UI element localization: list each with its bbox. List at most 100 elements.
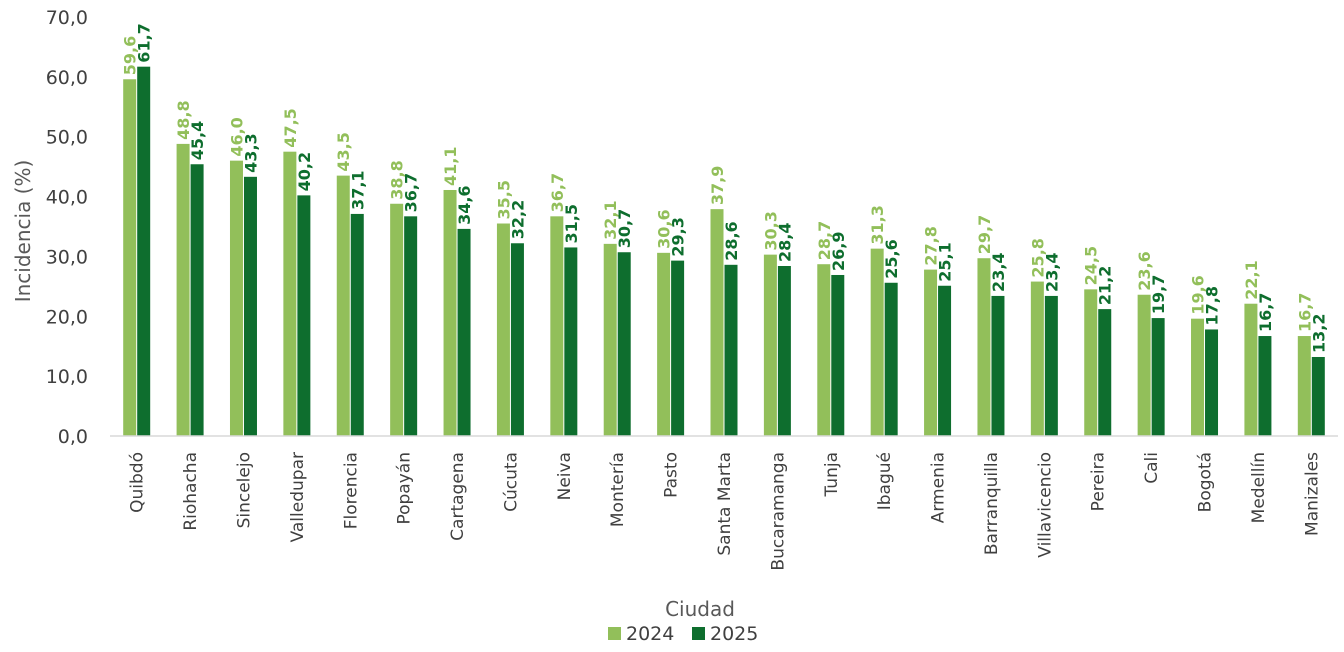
bar-2024 [657, 252, 671, 436]
category-label: Bogotá [1196, 452, 1216, 512]
bar-2024 [1030, 281, 1044, 436]
bar-2024 [1191, 318, 1205, 436]
y-tick-label: 30,0 [46, 246, 88, 268]
bar-2025 [1205, 329, 1219, 436]
data-label-2024: 28,7 [815, 221, 834, 260]
category-label: Sincelejo [234, 452, 254, 528]
data-label-2025: 30,7 [615, 209, 634, 248]
data-label-2024: 36,7 [548, 173, 567, 212]
data-label-2025: 23,4 [989, 252, 1008, 291]
bar-2024 [123, 79, 137, 436]
bar-2024 [176, 143, 190, 436]
data-label-2024: 24,5 [1082, 246, 1101, 285]
category-label: Neiva [555, 452, 575, 500]
bar-2025 [243, 176, 257, 436]
data-label-2025: 32,2 [508, 200, 527, 239]
legend-label-2024: 2024 [626, 623, 674, 645]
bar-2025 [1151, 318, 1165, 436]
bar-2024 [390, 203, 404, 436]
bar-2025 [137, 66, 151, 436]
bar-2025 [884, 282, 898, 436]
y-tick-label: 60,0 [46, 67, 88, 89]
bar-2025 [1044, 295, 1058, 436]
data-label-2024: 16,7 [1295, 293, 1314, 332]
bar-2025 [404, 216, 418, 436]
category-label: Quibdó [128, 452, 148, 513]
category-label: Florencia [341, 452, 361, 529]
bar-2025 [1098, 309, 1112, 436]
legend: 2024 2025 [608, 623, 758, 645]
y-tick-label: 50,0 [46, 127, 88, 149]
data-label-2024: 30,3 [761, 211, 780, 250]
category-label: Pasto [662, 452, 682, 498]
data-label-2025: 34,6 [455, 185, 474, 224]
bar-2025 [617, 252, 631, 436]
data-label-2024: 19,6 [1189, 275, 1208, 314]
data-label-2025: 23,4 [1042, 252, 1061, 291]
category-label: Santa Marta [715, 452, 735, 556]
y-tick-label: 20,0 [46, 306, 88, 328]
bar-2025 [350, 213, 364, 436]
data-label-2025: 28,6 [722, 221, 741, 260]
bar-2024 [1084, 289, 1098, 436]
legend-swatch-2024 [608, 627, 621, 640]
data-label-2025: 36,7 [402, 173, 421, 212]
data-label-2024: 31,3 [868, 205, 887, 244]
bar-2024 [229, 160, 243, 436]
bar-2024 [710, 209, 724, 436]
bar-2025 [297, 195, 311, 436]
bar-2024 [977, 258, 991, 436]
category-label: Medellín [1249, 452, 1269, 523]
category-label: Barranquilla [982, 452, 1002, 555]
legend-swatch-2025 [692, 627, 705, 640]
bar-2024 [443, 189, 457, 436]
data-label-2025: 16,7 [1256, 293, 1275, 332]
bar-2024 [1137, 294, 1151, 436]
data-label-2025: 19,7 [1149, 275, 1168, 314]
data-label-2025: 45,4 [188, 121, 207, 160]
data-label-2024: 35,5 [494, 180, 513, 219]
bar-2025 [831, 274, 845, 436]
data-label-2024: 48,8 [174, 100, 193, 139]
y-axis-ticks: 0,0 10,0 20,0 30,0 40,0 50,0 60,0 70,0 [46, 7, 88, 448]
bar-2025 [991, 295, 1005, 436]
data-label-2024: 43,5 [334, 132, 353, 171]
category-label: Villavicencio [1035, 452, 1055, 558]
category-label: Cúcuta [501, 452, 521, 512]
category-label: Cali [1142, 452, 1162, 484]
data-label-2024: 29,7 [975, 215, 994, 254]
bar-2024 [817, 264, 831, 436]
bar-2025 [190, 164, 204, 436]
x-axis-title: Ciudad [665, 597, 735, 621]
bar-2024 [550, 216, 564, 436]
data-label-2024: 22,1 [1242, 260, 1261, 299]
bar-2025 [457, 228, 471, 436]
data-label-2025: 17,8 [1203, 286, 1222, 325]
data-label-2024: 30,6 [655, 209, 674, 248]
data-label-2024: 47,5 [281, 108, 300, 147]
y-tick-label: 70,0 [46, 7, 88, 29]
bar-2024 [1297, 336, 1311, 436]
data-label-2025: 29,3 [669, 217, 688, 256]
data-label-2025: 25,6 [882, 239, 901, 278]
bar-2025 [510, 243, 524, 436]
data-label-2024: 46,0 [227, 117, 246, 156]
category-label: Tunja [822, 452, 842, 498]
data-label-2024: 38,8 [388, 160, 407, 199]
bar-2024 [870, 248, 884, 436]
bar-2024 [496, 223, 510, 436]
y-tick-label: 40,0 [46, 187, 88, 209]
data-label-2024: 23,6 [1135, 251, 1154, 290]
data-label-2025: 21,2 [1096, 266, 1115, 305]
category-label: Bucaramanga [768, 452, 788, 571]
category-label: Pereira [1089, 452, 1109, 511]
category-label: Valledupar [288, 452, 308, 542]
category-label: Montería [608, 452, 628, 527]
bar-2024 [924, 269, 938, 436]
bar-2024 [336, 175, 350, 436]
data-label-2024: 41,1 [441, 147, 460, 186]
bar-2025 [671, 260, 685, 436]
data-label-2025: 61,7 [135, 23, 154, 62]
legend-label-2025: 2025 [710, 623, 758, 645]
bar-2024 [283, 151, 297, 436]
